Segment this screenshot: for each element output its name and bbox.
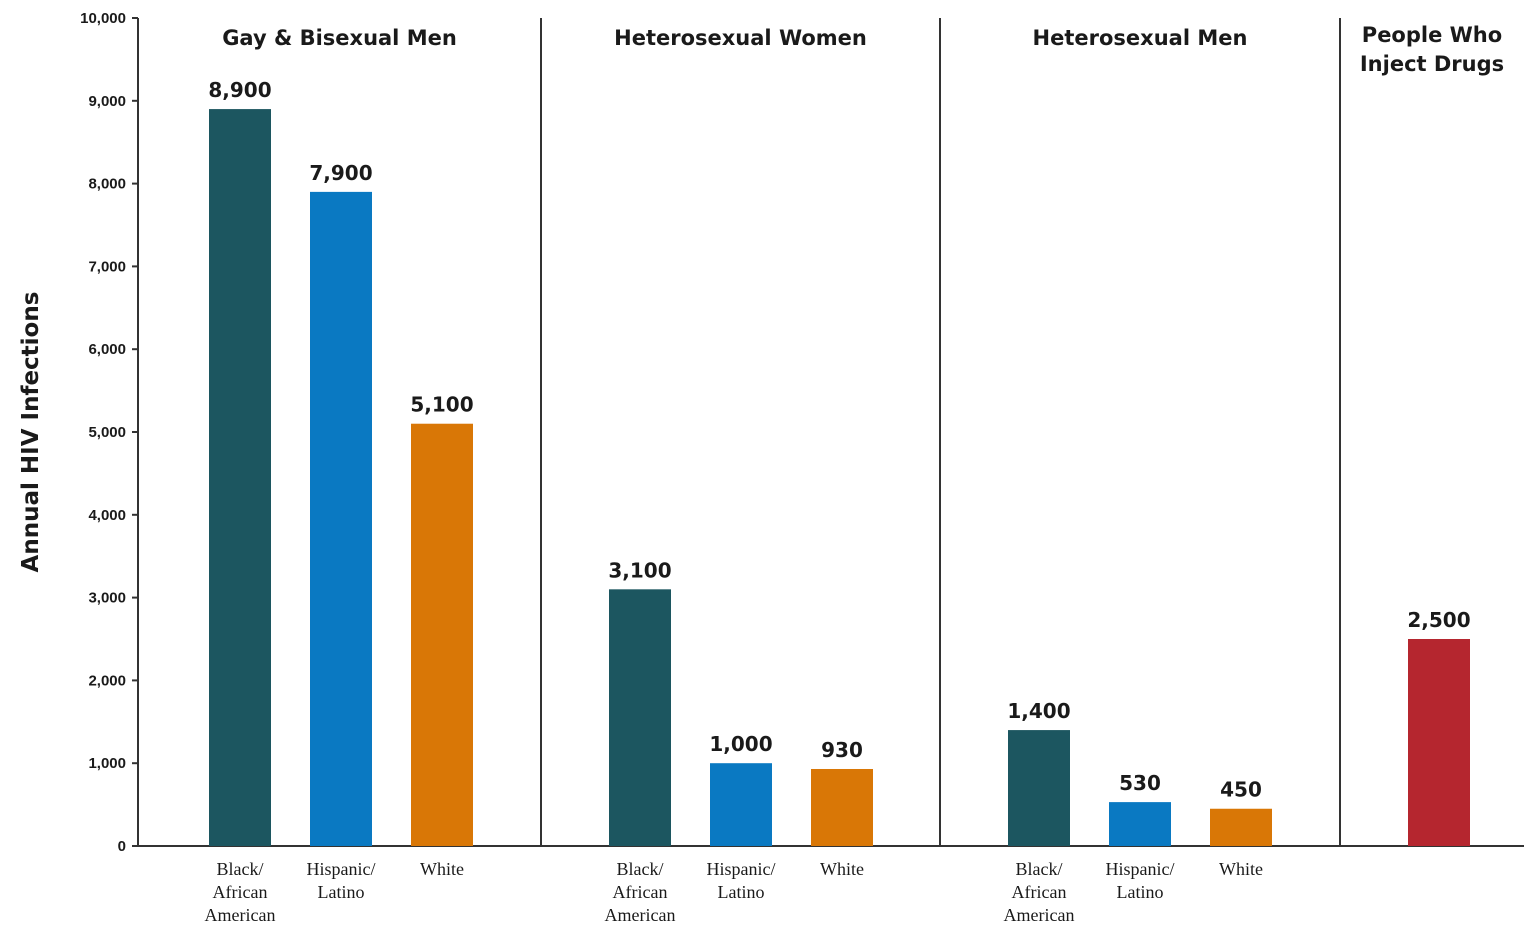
bar-value-label: 2,500 [1407,608,1470,632]
category-label: Latino [1117,882,1164,902]
category-label: White [420,859,464,879]
category-label: Latino [718,882,765,902]
bar [609,589,671,846]
y-tick-label: 0 [118,838,126,855]
bar-value-label: 450 [1220,778,1262,802]
bar-value-label: 8,900 [208,78,271,102]
group-title: People Who [1362,23,1502,47]
bar-value-label: 1,400 [1007,699,1070,723]
y-tick-label: 10,000 [80,10,126,27]
bar [1408,639,1470,846]
bar [310,191,372,846]
category-label: African [1012,882,1067,902]
category-label: Black/ [1016,859,1063,879]
y-tick-label: 6,000 [88,341,126,358]
category-label: Black/ [617,859,664,879]
group-title: Heterosexual Men [1033,26,1248,50]
y-tick-label: 3,000 [88,590,126,607]
y-tick-label: 7,000 [88,258,126,275]
y-tick-label: 4,000 [88,507,126,524]
bar-value-label: 7,900 [309,161,372,185]
bar-value-label: 530 [1119,771,1161,795]
bar [209,109,271,846]
category-label: Hispanic/ [707,859,776,879]
category-label: American [205,905,276,925]
bar [411,423,473,846]
y-tick-label: 1,000 [88,755,126,772]
category-label: American [1004,905,1075,925]
category-label: Black/ [217,859,264,879]
bar [811,768,873,846]
group-title: Inject Drugs [1360,52,1504,76]
category-label: White [1219,859,1263,879]
y-axis-title: Annual HIV Infections [18,292,44,573]
bar-value-label: 1,000 [709,732,772,756]
bar-value-label: 5,100 [410,393,473,417]
category-label: Hispanic/ [1106,859,1175,879]
bar [1210,808,1272,846]
group-title: Heterosexual Women [614,26,867,50]
y-tick-label: 5,000 [88,424,126,441]
bar [1008,730,1070,846]
bar [1109,802,1171,846]
category-label: White [820,859,864,879]
y-tick-label: 9,000 [88,93,126,110]
y-tick-label: 8,000 [88,176,126,193]
group-title: Gay & Bisexual Men [222,26,457,50]
category-label: African [213,882,268,902]
category-label: Latino [318,882,365,902]
bar [710,763,772,846]
bar-value-label: 930 [821,738,863,762]
category-label: African [613,882,668,902]
bar-value-label: 3,100 [608,558,671,582]
category-label: Hispanic/ [307,859,376,879]
y-tick-label: 2,000 [88,672,126,689]
category-label: American [605,905,676,925]
